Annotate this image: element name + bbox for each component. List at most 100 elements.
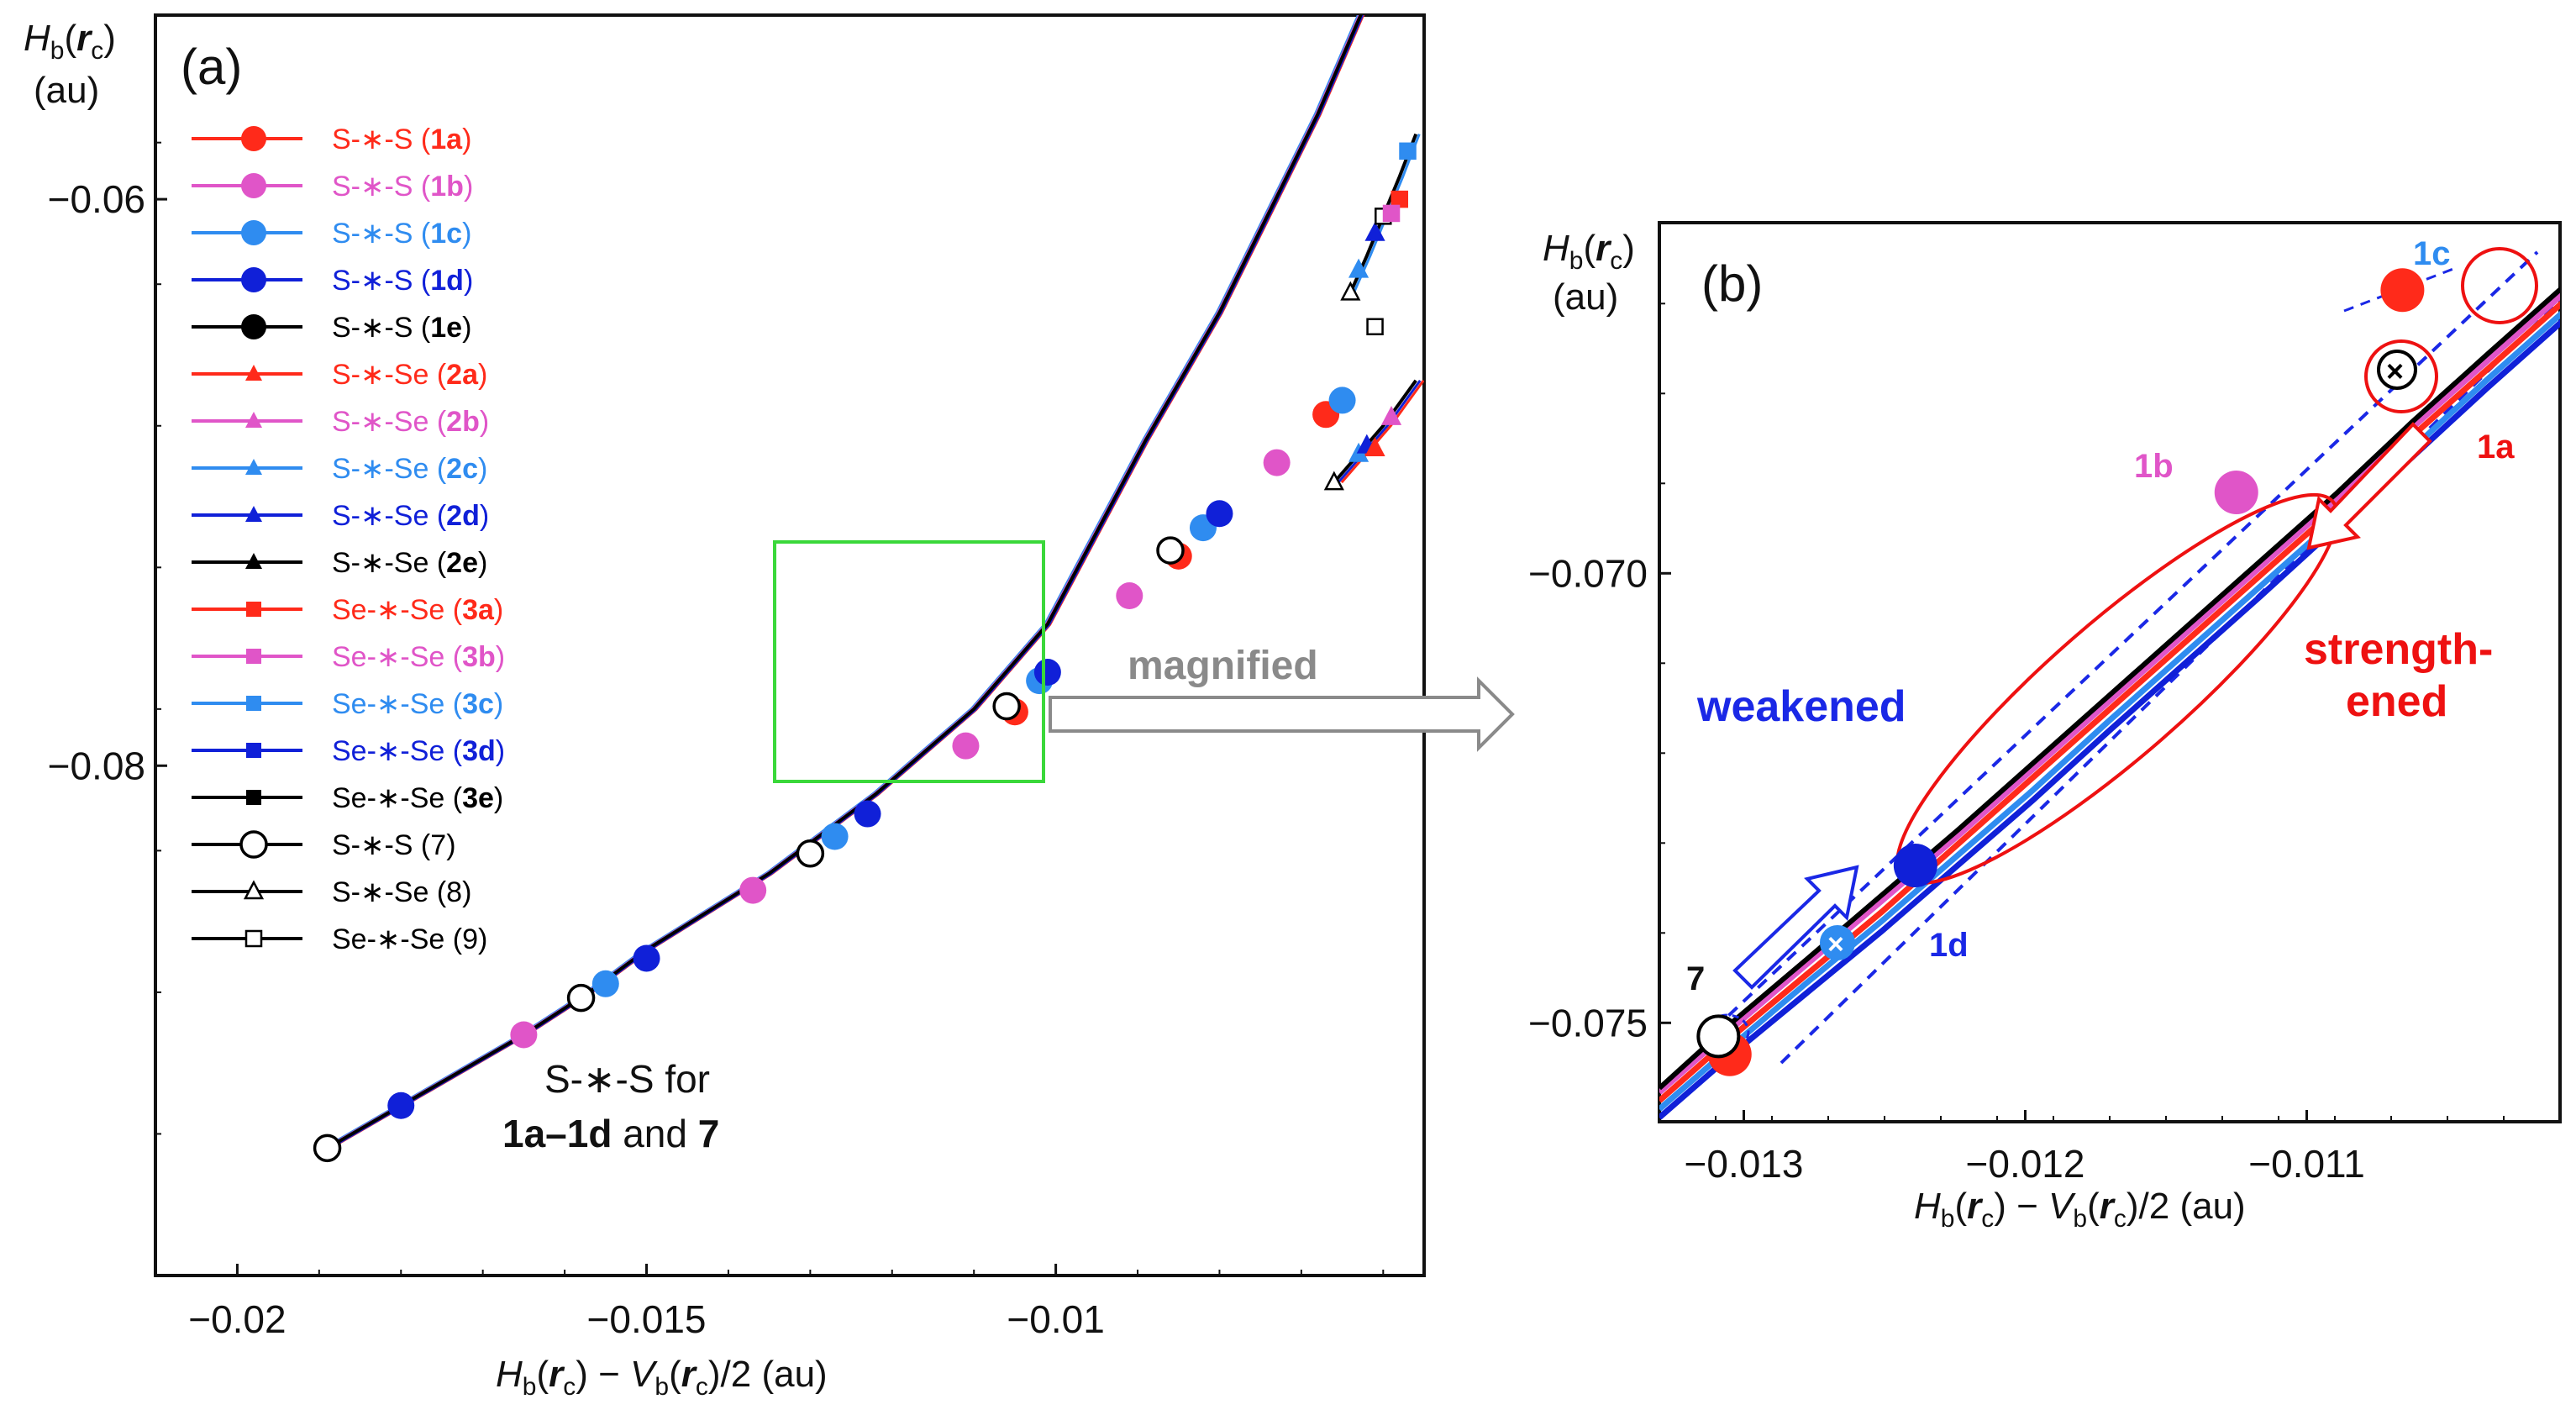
- panel-b-xlabel: Hb(rc) − Vb(rc)/2 (au): [1914, 1186, 2246, 1233]
- b-point-7-open: [1696, 1014, 1741, 1059]
- label-7: 7: [1686, 960, 1705, 997]
- panel-a-curves: [324, 15, 1424, 1150]
- b-ytick-label-0: −0.070: [1528, 551, 1648, 595]
- x-marker-blue: [1820, 925, 1855, 960]
- x-glyph-blue: ×: [1827, 928, 1844, 960]
- legend-marker-7: [239, 830, 268, 859]
- legend-label-2b: S-∗-Se (2b): [332, 406, 489, 438]
- a-ytick-label-1: −0.08: [48, 744, 145, 787]
- label-1c: 1c: [2413, 235, 2451, 272]
- legend-marker-3c: [246, 696, 261, 711]
- a-branch-marker-9: [1380, 405, 1402, 425]
- annotation-line2: 1a–1d and 7: [502, 1112, 719, 1155]
- legend-marker-1a: [241, 126, 266, 151]
- legend-marker-1d: [241, 267, 266, 292]
- strengthened-arrow: [2306, 422, 2432, 550]
- label-strengthened-line1: strength-: [2304, 625, 2493, 674]
- panel-a-ticks: −0.02 −0.015 −0.01 −0.06 −0.08: [48, 141, 1385, 1341]
- a-curve-blue: [327, 15, 1364, 1150]
- a-branch-lower-blue: [1337, 379, 1422, 484]
- panel-b-markers: [1696, 174, 2511, 1076]
- b-xtick-label-2: −0.011: [2248, 1142, 2365, 1186]
- label-strengthened-line2: ened: [2346, 677, 2447, 726]
- a-branch-lower-red: [1340, 379, 1424, 484]
- legend-label-2a: S-∗-Se (2a): [332, 359, 487, 391]
- a-curve-red: [328, 15, 1365, 1150]
- a-point-20: [1206, 500, 1233, 528]
- legend-marker-8: [243, 880, 265, 900]
- a-branch-marker-11: [1382, 204, 1401, 223]
- legend-marker-2c: [245, 459, 262, 475]
- legend-label-1d: S-∗-S (1d): [332, 265, 473, 297]
- a-curve-magenta: [325, 15, 1362, 1150]
- x-glyph-black: ×: [2386, 354, 2404, 388]
- b-xtick-label-0: −0.013: [1685, 1142, 1804, 1186]
- annotation-line1: S-∗-S for: [544, 1057, 710, 1101]
- legend-marker-2a: [245, 365, 262, 381]
- panel-a-ylabel-line2: (au): [34, 70, 99, 111]
- panel-a-frame: [154, 13, 1426, 1277]
- b-xtick-label-1: −0.012: [1966, 1142, 2085, 1186]
- legend-label-3b: Se-∗-Se (3b): [332, 641, 505, 673]
- a-curve-black: [326, 15, 1363, 1150]
- legend-label-3a: Se-∗-Se (3a): [332, 594, 503, 626]
- legend-marker-2b: [245, 412, 262, 428]
- a-branch-marker-12: [1366, 318, 1384, 336]
- legend-marker-1b: [241, 173, 266, 198]
- legend-label-2e: S-∗-Se (2e): [332, 547, 487, 579]
- legend-marker-9: [244, 929, 263, 948]
- a-branch-marker-2: [1364, 221, 1385, 241]
- a-branch-marker-4: [1399, 142, 1417, 160]
- panel-b-ylabel-line1: Hb(rc): [1543, 228, 1635, 275]
- b-point-1b: [2214, 471, 2258, 514]
- legend-marker-3b: [246, 649, 261, 664]
- legend-label-7: S-∗-S (7): [332, 829, 456, 861]
- a-point-10: [854, 800, 881, 828]
- a-point-21: [1263, 449, 1291, 476]
- b-point-1a: [2380, 268, 2425, 313]
- panel-a-ylabel-line1: Hb(rc): [24, 18, 116, 65]
- panel-b: (b) Hb(rc) (au) Hb(rc) − Vb(rc)/2 (au) −…: [1528, 174, 2562, 1233]
- panel-a-markers: [313, 142, 1417, 1163]
- label-weakened: weakened: [1696, 682, 1906, 731]
- a-xtick-label-2: −0.01: [1007, 1297, 1104, 1341]
- a-point-16: [1116, 582, 1143, 610]
- a-point-8: [796, 839, 825, 868]
- weakened-arrow: [1732, 865, 1859, 990]
- a-curve-lightblue: [324, 15, 1362, 1150]
- label-1b: 1b: [2134, 448, 2174, 485]
- legend-marker-3a: [246, 602, 261, 617]
- a-point-2: [510, 1021, 538, 1049]
- a-branch-marker-0: [1340, 281, 1361, 301]
- a-point-15: [1033, 659, 1061, 686]
- label-1d: 1d: [1929, 927, 1969, 964]
- legend-marker-3e: [246, 790, 261, 805]
- a-point-7: [739, 876, 767, 904]
- a-point-9: [821, 823, 849, 850]
- legend-label-3c: Se-∗-Se (3c): [332, 688, 503, 720]
- panel-a-xlabel: Hb(rc) − Vb(rc)/2 (au): [496, 1354, 828, 1401]
- a-point-1: [387, 1091, 415, 1119]
- b-point-1d: [1893, 844, 1937, 888]
- a-ytick-label-0: −0.06: [48, 177, 145, 221]
- b-point-1c: [2468, 174, 2511, 218]
- legend-label-1c: S-∗-S (1c): [332, 218, 471, 250]
- a-xtick-label-0: −0.02: [188, 1297, 286, 1341]
- legend-label-2c: S-∗-Se (2c): [332, 453, 487, 485]
- legend-label-1b: S-∗-S (1b): [332, 171, 473, 203]
- magnified-label: magnified: [1128, 644, 1318, 688]
- a-branch-lower: [1333, 379, 1417, 484]
- a-point-23: [1328, 387, 1356, 414]
- a-point-11: [952, 732, 980, 760]
- a-point-4: [566, 983, 596, 1013]
- a-point-6: [633, 944, 660, 972]
- panel-a-legend: S-∗-S (1a) S-∗-S (1b) S-∗-S (1c) S-∗-S (1d)…: [192, 124, 505, 955]
- panel-b-label: (b): [1701, 255, 1763, 312]
- panel-a-label: (a): [181, 39, 242, 95]
- a-branch-marker-10: [1391, 190, 1409, 208]
- legend-marker-2e: [245, 553, 262, 569]
- a-branch-marker-8: [1364, 437, 1385, 456]
- panel-b-ticks: −0.013 −0.012 −0.011 −0.070 −0.075: [1528, 302, 2505, 1186]
- legend-label-2d: S-∗-Se (2d): [332, 500, 489, 532]
